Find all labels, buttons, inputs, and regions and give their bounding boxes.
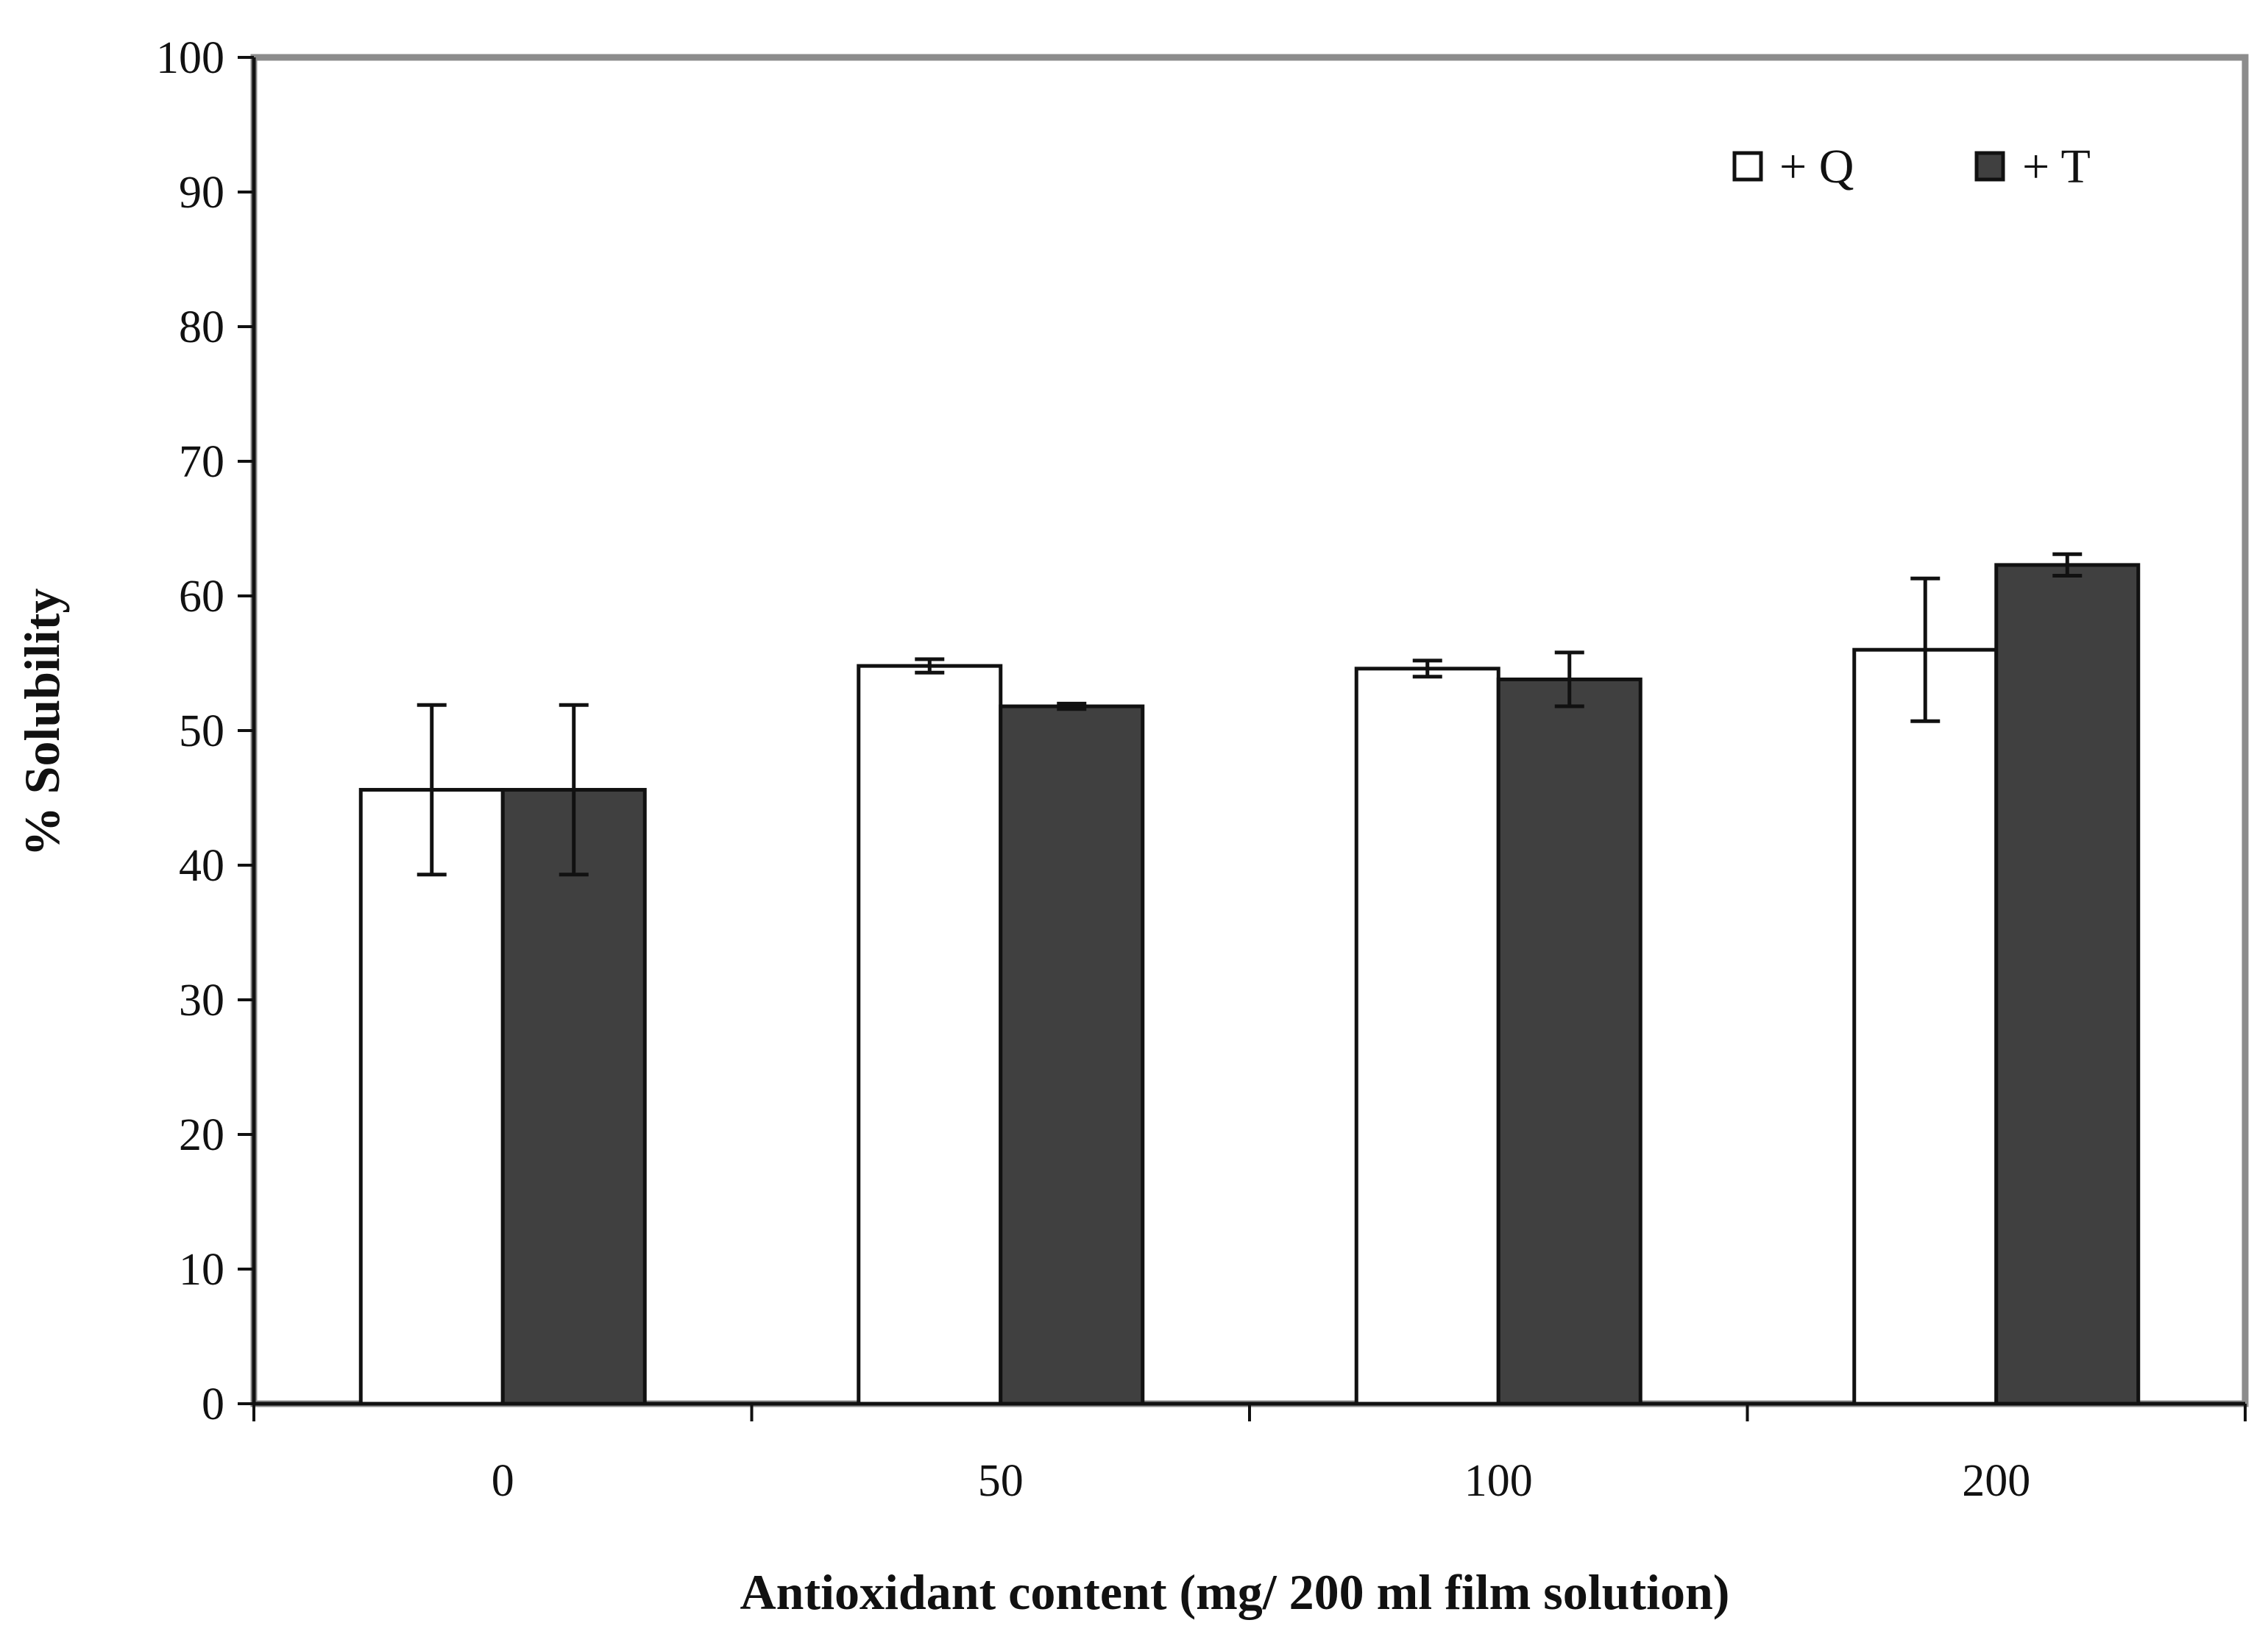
x-tick-label: 50: [978, 1456, 1024, 1506]
y-axis-ticks: 0 10 20 30 40 50 60 70 80 90 100: [156, 33, 254, 1429]
x-tick-label: 0: [492, 1456, 514, 1506]
x-tick-label: 200: [1962, 1456, 2030, 1506]
y-tick-label: 20: [179, 1110, 224, 1160]
legend-label-q: + Q: [1779, 140, 1854, 193]
y-tick-label: 30: [179, 976, 224, 1026]
bar-t-100: [1496, 677, 1642, 1406]
legend: + Q + T: [1732, 140, 2091, 193]
y-tick-label: 90: [179, 168, 224, 218]
bars-group: [358, 563, 2141, 1406]
y-tick-label: 100: [156, 33, 224, 83]
y-tick-label: 40: [179, 841, 224, 891]
x-tick-label: 100: [1464, 1456, 1533, 1506]
bar-t-200: [1994, 563, 2141, 1406]
y-tick-label: 70: [179, 437, 224, 487]
legend-swatch-t: [1974, 151, 2005, 182]
bar-t-0: [500, 788, 647, 1406]
y-axis-title: % Solubility: [14, 589, 70, 857]
legend-swatch-q: [1732, 151, 1763, 182]
y-tick-label: 0: [202, 1379, 224, 1429]
bar-t-50: [999, 704, 1145, 1406]
legend-label-t: + T: [2022, 140, 2091, 193]
x-axis-title: Antioxidant content (mg/ 200 ml film sol…: [740, 1564, 1730, 1620]
error-bars-group: [417, 552, 2083, 877]
bar-q-0: [358, 788, 505, 1406]
bar-q-50: [857, 664, 1003, 1406]
y-tick-label: 50: [179, 706, 224, 756]
bar-q-100: [1354, 667, 1500, 1406]
bar-q-200: [1852, 647, 1999, 1406]
x-axis-ticks: 0 50 100 200: [252, 1404, 2247, 1506]
y-tick-label: 60: [179, 572, 224, 622]
y-tick-label: 80: [179, 302, 224, 352]
y-tick-label: 10: [179, 1245, 224, 1295]
